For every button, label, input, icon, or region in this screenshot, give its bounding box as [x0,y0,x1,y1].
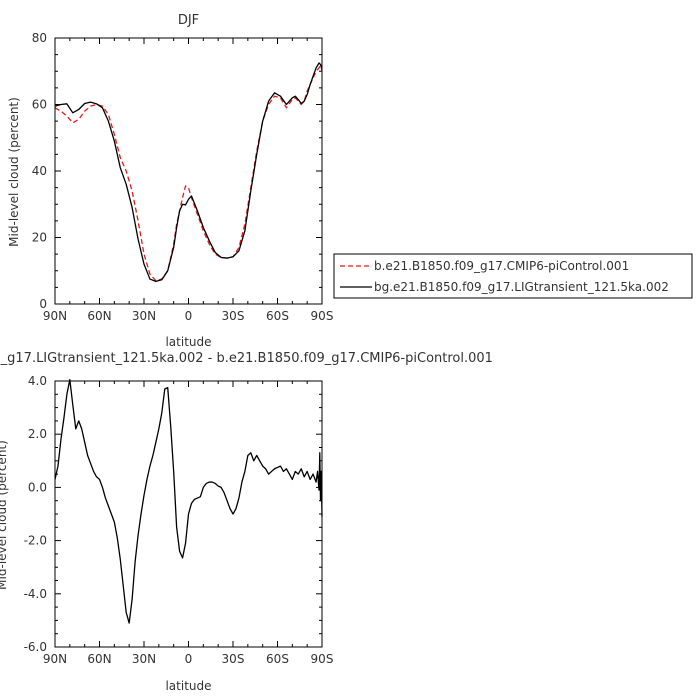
bottom-chart-title: bg.e21.B1850.f09_g17.LIGtransient_121.5k… [0,351,493,366]
bottom-chart-xlabel: latitude [165,679,211,693]
bottom-x-tick-label: 30S [222,652,245,666]
legend-label-transient: bg.e21.B1850.f09_g17.LIGtransient_121.5k… [374,280,669,294]
top-x-tick-label: 0 [185,309,193,323]
bottom-x-tick-label: 0 [185,652,193,666]
bottom-y-tick-label: 0.0 [28,480,47,494]
top-chart: DJF Mid-level cloud (percent) latitude 9… [7,13,333,349]
top-y-tick-label: 40 [32,164,47,178]
top-chart-xlabel: latitude [165,335,211,349]
top-series-line-1 [54,62,323,283]
bottom-chart: bg.e21.B1850.f09_g17.LIGtransient_121.5k… [0,351,493,693]
bottom-y-tick-label: 2.0 [28,427,47,441]
bottom-x-tick-label: 90N [43,652,67,666]
top-x-tick-label: 60N [87,309,111,323]
top-chart-ylabel: Mid-level cloud (percent) [7,97,21,247]
bottom-series-line-0 [54,379,323,624]
bottom-x-tick-label: 60N [87,652,111,666]
bottom-y-tick-label: -6.0 [24,640,47,654]
top-x-tick-label: 60S [266,309,289,323]
top-y-tick-label: 20 [32,231,47,245]
bottom-x-tick-label: 60S [266,652,289,666]
bottom-x-tick-label: 90S [311,652,334,666]
top-plot-frame [54,37,323,305]
bottom-y-tick-label: -4.0 [24,587,47,601]
top-x-tick-label: 30N [132,309,156,323]
bottom-x-tick-label: 30N [132,652,156,666]
top-chart-title: DJF [178,13,199,28]
legend: b.e21.B1850.f09_g17.CMIP6-piControl.001 … [333,253,693,299]
bottom-y-tick-label: -2.0 [24,534,47,548]
top-x-tick-label: 30S [222,309,245,323]
legend-box [333,253,693,299]
top-y-tick-label: 0 [39,297,47,311]
top-y-tick-label: 60 [32,98,47,112]
top-x-tick-label: 90S [311,309,334,323]
bottom-chart-ylabel: Mid-level cloud (percent) [0,440,9,590]
top-x-tick-label: 90N [43,309,67,323]
bottom-y-tick-label: 4.0 [28,374,47,388]
top-y-tick-label: 80 [32,31,47,45]
top-series-line-0 [54,63,323,282]
legend-label-control: b.e21.B1850.f09_g17.CMIP6-piControl.001 [374,259,629,273]
